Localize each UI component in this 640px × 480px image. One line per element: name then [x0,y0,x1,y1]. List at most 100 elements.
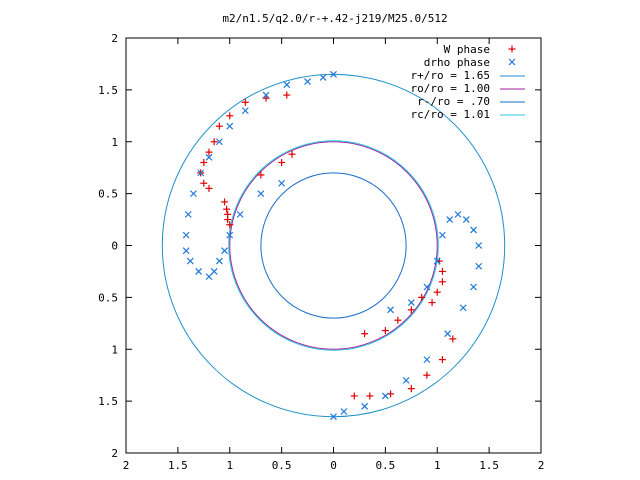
point-w-phase [223,205,231,213]
point-drho-phase [402,376,410,384]
point-w-phase [394,316,402,324]
point-w-phase [433,288,441,296]
point-drho-phase [197,169,205,177]
point-drho-phase [446,216,454,223]
point-w-phase [449,335,457,343]
point-w-phase [283,91,291,99]
point-drho-phase [195,268,203,275]
point-drho-phase [226,231,234,239]
point-drho-phase [226,122,234,130]
legend-label-circle-rc: rc/ro = 1.01 [411,108,490,121]
point-w-phase [224,216,232,224]
point-w-phase [350,392,358,400]
point-drho-phase [387,306,394,314]
point-w-phase [407,306,415,314]
y-tick-label: 1 [111,136,118,149]
point-drho-phase [262,91,270,99]
point-drho-phase [330,413,337,421]
point-w-phase [257,171,265,179]
y-tick-label: 0.5 [98,188,118,201]
chart-title: m2/n1.5/q2.0/r-+.42-j219/M25.0/512 [222,12,447,25]
point-drho-phase [210,268,218,275]
point-w-phase [366,392,374,400]
point-drho-phase [186,257,194,265]
point-drho-phase [205,273,213,281]
reference-circles [161,73,506,418]
y-tick-label: 2 [111,32,118,45]
point-w-phase [210,138,218,146]
point-drho-phase [454,210,462,218]
y-tick-label: 0 [111,240,118,253]
point-drho-phase [423,356,431,364]
point-w-phase [438,267,446,275]
point-w-phase [407,385,415,393]
point-drho-phase [475,242,483,249]
point-drho-phase [205,153,213,161]
x-tick-label: 1 [226,459,233,472]
point-drho-phase [283,81,291,89]
x-tick-label: 1.5 [168,459,188,472]
point-drho-phase [257,190,265,198]
point-w-phase [438,278,446,286]
point-w-phase [361,330,369,338]
point-w-phase [200,159,208,166]
legend-label-w-phase: W phase [444,43,490,56]
point-drho-phase [475,262,483,270]
legend-label-circle-ro: ro/ro = 1.00 [411,82,490,95]
point-drho-phase [215,257,223,265]
y-tick-label: 0.5 [98,291,118,304]
legend-marker-glyph [508,45,516,53]
legend-label-drho-phase: drho phase [424,56,490,69]
point-drho-phase [182,231,190,239]
point-w-phase [428,299,436,307]
point-drho-phase [190,190,197,198]
point-drho-phase [459,304,467,312]
point-drho-phase [319,74,327,81]
x-tick-label: 1 [434,459,441,472]
point-drho-phase [241,107,249,115]
point-w-phase [205,148,213,156]
point-drho-phase [184,210,192,218]
circle-2 [260,172,407,319]
point-w-phase [288,150,296,158]
point-drho-phase [423,283,431,291]
point-w-phase [423,371,431,379]
point-drho-phase [439,231,446,239]
legend: W phase drho phase r+/ro = 1.65 ro/ro = … [411,43,525,121]
point-w-phase [438,356,446,364]
point-drho-phase [330,70,337,78]
point-w-phase [381,327,389,335]
point-drho-phase [433,257,441,265]
point-drho-phase [470,226,477,234]
circle-1 [229,141,438,350]
point-drho-phase [407,299,415,306]
point-drho-phase [462,216,470,223]
point-w-phase [418,293,426,301]
circle-3 [228,140,439,351]
point-w-phase [278,159,286,166]
point-drho-phase [215,138,223,146]
point-w-phase [241,98,249,106]
point-drho-phase [304,78,311,85]
x-tick-label: 0.5 [272,459,292,472]
legend-marker-drho-phase [508,58,516,66]
point-w-phase [226,112,234,120]
legend-label-circle-rminus: r-/ro = .70 [417,95,490,108]
point-w-phase [205,184,213,192]
legend-marker-w-phase [508,45,516,53]
point-drho-phase [278,179,286,187]
x-tick-label: 1.5 [479,459,499,472]
y-tick-label: 2 [111,447,118,460]
point-w-phase [215,122,223,130]
point-w-phase [200,179,208,187]
point-drho-phase [236,210,244,218]
axis-ticks: 2 1.5 1 0.5 0 0.5 1 1.5 221.510.500.511.52 [98,32,544,472]
point-drho-phase [361,402,369,410]
y-tick-label: 1.5 [98,84,118,97]
x-tick-label: 0 [330,459,337,472]
legend-marker-glyph [508,58,516,66]
y-tick-label: 1.5 [98,395,118,408]
x-tick-label: 0.5 [375,459,395,472]
legend-label-circle-rplus: r+/ro = 1.65 [411,69,490,82]
